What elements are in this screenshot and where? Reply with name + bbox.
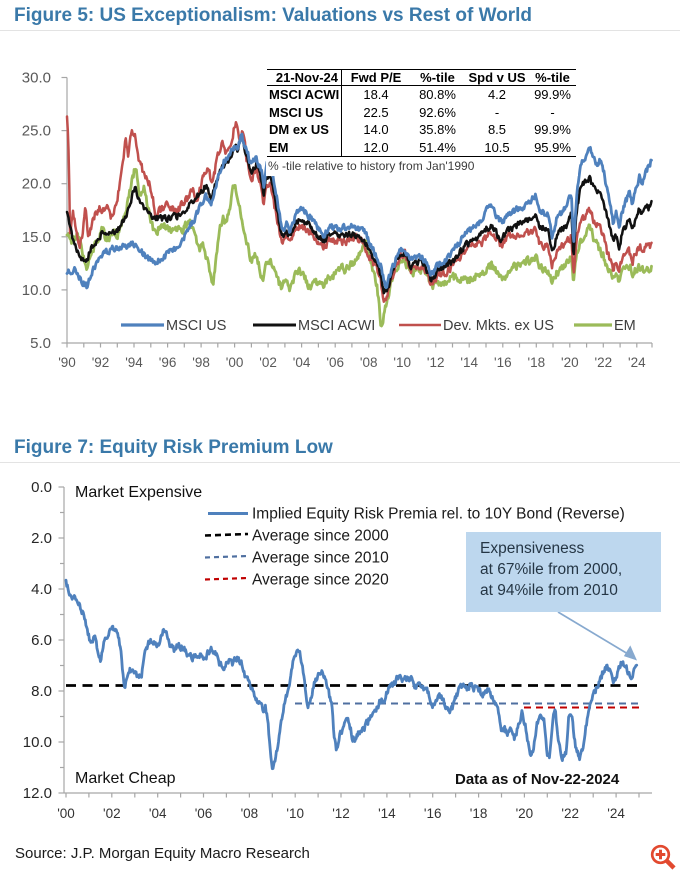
svg-text:Average since 2000: Average since 2000: [252, 528, 389, 545]
svg-text:'98: '98: [192, 355, 210, 370]
svg-text:MSCI US: MSCI US: [166, 318, 226, 334]
svg-text:Data as of Nov-22-2024: Data as of Nov-22-2024: [455, 771, 620, 788]
svg-text:'08: '08: [360, 355, 378, 370]
svg-text:'20: '20: [516, 806, 534, 821]
svg-text:'20: '20: [561, 355, 579, 370]
svg-text:'06: '06: [195, 806, 213, 821]
svg-text:'18: '18: [470, 806, 488, 821]
svg-text:'02: '02: [103, 806, 121, 821]
svg-text:0.0: 0.0: [31, 479, 52, 496]
svg-text:'96: '96: [159, 355, 177, 370]
svg-text:10.0: 10.0: [23, 734, 52, 751]
svg-text:'22: '22: [561, 806, 579, 821]
svg-text:'08: '08: [241, 806, 259, 821]
svg-text:'14: '14: [460, 355, 478, 370]
svg-text:Average since 2020: Average since 2020: [252, 572, 389, 589]
svg-text:'10: '10: [393, 355, 411, 370]
svg-text:20.0: 20.0: [22, 176, 51, 193]
svg-text:'10: '10: [286, 806, 304, 821]
svg-text:'02: '02: [259, 355, 277, 370]
svg-text:12.0: 12.0: [23, 785, 52, 802]
svg-text:25.0: 25.0: [22, 123, 51, 140]
svg-text:2.0: 2.0: [31, 530, 52, 547]
svg-text:'16: '16: [494, 355, 512, 370]
svg-text:30.0: 30.0: [22, 70, 51, 87]
svg-text:4.0: 4.0: [31, 581, 52, 598]
svg-text:15.0: 15.0: [22, 229, 51, 246]
svg-text:'24: '24: [607, 806, 625, 821]
svg-text:'04: '04: [149, 806, 167, 821]
svg-text:'00: '00: [226, 355, 244, 370]
svg-text:'06: '06: [326, 355, 344, 370]
svg-text:'00: '00: [57, 806, 75, 821]
svg-text:10.0: 10.0: [22, 282, 51, 299]
svg-text:5.0: 5.0: [30, 335, 51, 352]
svg-text:8.0: 8.0: [31, 683, 52, 700]
svg-text:'04: '04: [293, 355, 311, 370]
svg-text:Market Cheap: Market Cheap: [75, 770, 176, 787]
svg-text:Average since 2010: Average since 2010: [252, 550, 389, 567]
svg-text:Dev. Mkts. ex US: Dev. Mkts. ex US: [443, 318, 554, 334]
svg-text:EM: EM: [614, 318, 636, 334]
svg-text:'18: '18: [528, 355, 546, 370]
svg-text:'90: '90: [58, 355, 76, 370]
svg-text:Market Expensive: Market Expensive: [75, 484, 202, 501]
svg-text:'12: '12: [332, 806, 350, 821]
svg-text:MSCI ACWI: MSCI ACWI: [298, 318, 375, 334]
svg-text:'16: '16: [424, 806, 442, 821]
svg-text:'94: '94: [125, 355, 143, 370]
svg-text:'22: '22: [595, 355, 613, 370]
svg-text:'12: '12: [427, 355, 445, 370]
svg-text:6.0: 6.0: [31, 632, 52, 649]
svg-text:'24: '24: [628, 355, 646, 370]
svg-text:Implied Equity Risk Premia rel: Implied Equity Risk Premia rel. to 10Y B…: [252, 506, 625, 523]
svg-text:'92: '92: [92, 355, 110, 370]
svg-text:'14: '14: [378, 806, 396, 821]
